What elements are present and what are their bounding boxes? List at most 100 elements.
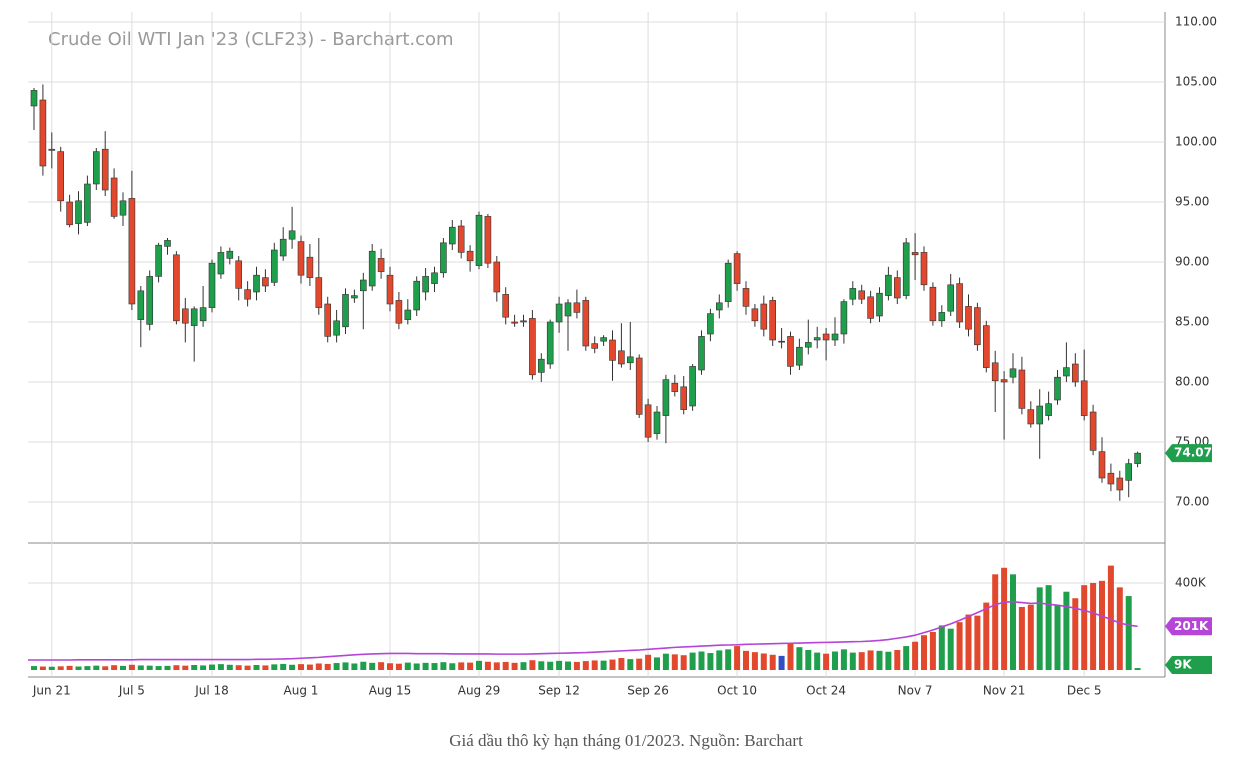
volume-bar	[360, 661, 367, 670]
volume-bar	[200, 665, 207, 670]
volume-bar	[609, 659, 616, 670]
candle-body	[573, 302, 581, 313]
y-tick-label: 95.00	[1175, 195, 1209, 209]
candle-body	[75, 200, 82, 224]
volume-bar	[431, 663, 438, 670]
volume-bar	[93, 665, 100, 670]
volume-bar	[778, 655, 785, 670]
candle-body	[893, 277, 901, 299]
candle-body	[653, 411, 661, 434]
volume-bar	[146, 665, 153, 670]
volume-bar	[903, 646, 910, 670]
volume-bar	[387, 663, 393, 670]
volume-bar	[271, 664, 278, 670]
candle-body	[351, 295, 358, 299]
candle-body	[1098, 451, 1106, 479]
volume-bar	[849, 652, 856, 670]
y2-tick-label: 400K	[1175, 576, 1207, 590]
candle-body	[787, 336, 794, 367]
volume-bar	[751, 652, 758, 670]
x-tick-label: Nov 21	[983, 684, 1026, 698]
volume-bar	[182, 665, 189, 670]
candle-body	[671, 382, 679, 392]
candle-body	[1072, 363, 1079, 383]
volume-bar	[395, 663, 402, 670]
candle-body	[333, 320, 340, 336]
candle-body	[208, 262, 216, 308]
volume-bar	[912, 641, 919, 670]
candle-body	[529, 318, 536, 376]
volume-bar	[235, 665, 242, 670]
volume-bar	[974, 615, 981, 670]
volume-bar	[39, 666, 46, 670]
candle-body	[635, 357, 643, 415]
volume-bar	[867, 650, 874, 670]
volume-bar	[618, 658, 625, 670]
volume-bar	[1107, 565, 1114, 670]
candle-body	[626, 356, 634, 364]
volume-bar	[111, 665, 118, 670]
candle-body	[475, 214, 483, 266]
candle-body	[546, 321, 554, 365]
volume-bar	[191, 664, 198, 670]
volume-bar	[404, 662, 411, 670]
chart-title: Crude Oil WTI Jan '23 (CLF23) - Barchart…	[48, 29, 454, 50]
volume-bar	[698, 651, 705, 670]
candle-body	[342, 294, 349, 328]
volume-bar	[57, 666, 64, 670]
volume-bar	[743, 650, 749, 670]
volume-ma-tag: 201K	[1174, 619, 1209, 633]
volume-bar	[671, 654, 678, 670]
candle-body	[555, 303, 563, 323]
candle-body	[929, 286, 937, 322]
candle-body	[1009, 368, 1017, 378]
volume-bar	[1063, 591, 1070, 670]
candle-body	[600, 337, 607, 342]
volume-bar	[342, 662, 349, 670]
volume-bar	[965, 614, 972, 670]
last-price-tag-bg	[1165, 444, 1212, 463]
candle-body	[217, 252, 225, 275]
candle-body	[1036, 405, 1043, 425]
volume-bar	[253, 664, 260, 670]
candle-body	[66, 201, 73, 226]
volume-bar	[662, 653, 669, 670]
candle-body	[226, 250, 234, 259]
candle-body	[377, 258, 385, 272]
y-tick-label: 85.00	[1175, 315, 1209, 329]
volume-bar	[600, 660, 607, 670]
volume-bar	[787, 643, 794, 670]
volume-bar	[467, 662, 474, 670]
candle-body	[119, 200, 127, 216]
volume-ma-tag-bg	[1165, 617, 1212, 636]
candle-body	[644, 404, 652, 438]
candle-body	[199, 307, 207, 322]
volume-bar	[351, 663, 358, 670]
candle-body	[991, 362, 999, 382]
candle-body	[484, 216, 492, 264]
candle-body	[101, 148, 109, 191]
candle-body	[1054, 376, 1061, 401]
candle-body	[511, 321, 518, 324]
x-tick-label: Aug 1	[284, 684, 319, 698]
volume-bar	[760, 653, 767, 670]
x-tick-label: Aug 15	[369, 684, 412, 698]
volume-bar	[627, 659, 634, 670]
candle-body	[956, 283, 963, 323]
candle-body	[155, 244, 162, 277]
volume-bar	[66, 665, 73, 670]
candle-body	[182, 308, 189, 324]
volume-bar	[502, 661, 509, 670]
candle-body	[1089, 411, 1097, 451]
candle-body	[1045, 403, 1052, 416]
volume-bar	[333, 663, 340, 670]
volume-bar	[636, 658, 643, 670]
volume-bar	[422, 662, 429, 670]
x-tick-label: Jul 5	[118, 684, 145, 698]
volume-bar	[298, 664, 304, 670]
volume-bar	[493, 662, 500, 670]
candle-body	[235, 260, 242, 289]
candle-body	[306, 256, 314, 278]
volume-bar	[547, 661, 554, 670]
candle-body	[938, 312, 946, 322]
